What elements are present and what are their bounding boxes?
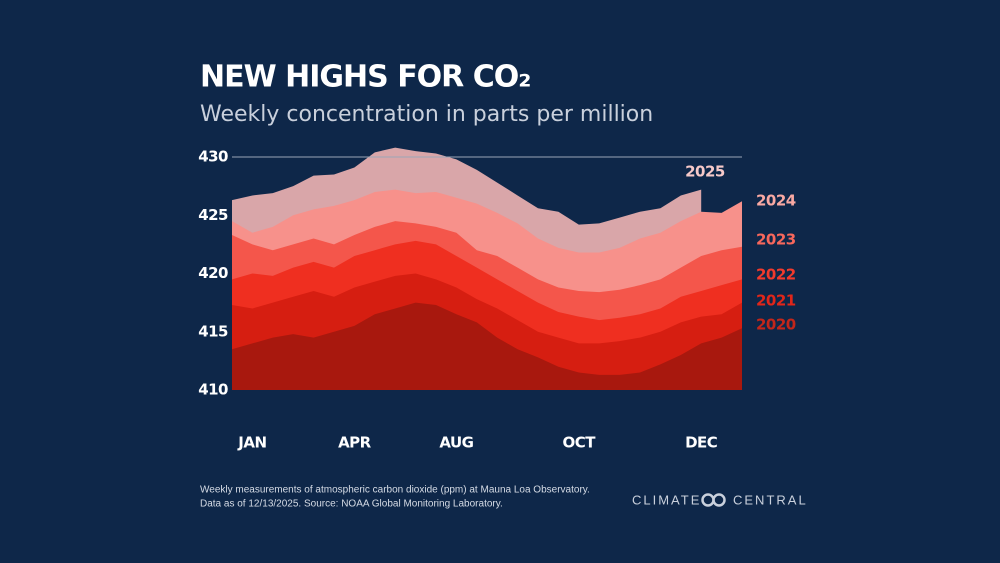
legend-label: 2023 [756, 231, 796, 249]
y-tick-label: 410 [198, 381, 228, 399]
legend-label: 2024 [756, 192, 796, 210]
footnote: Weekly measurements of atmospheric carbo… [200, 485, 590, 496]
logo-ring [712, 493, 726, 507]
y-tick-label: 415 [198, 322, 228, 340]
y-tick-label: 425 [198, 206, 228, 224]
y-tick-label: 430 [198, 148, 228, 166]
x-tick-label: APR [338, 434, 372, 452]
area [232, 302, 742, 390]
legend-label: 2022 [756, 266, 796, 284]
chart-subtitle: Weekly concentration in parts per millio… [200, 102, 653, 127]
brand-name: CENTRAL [733, 492, 808, 507]
legend-label: 2021 [756, 292, 796, 310]
legend-label: 2020 [756, 316, 796, 334]
brand-name: CLIMATE [632, 492, 701, 507]
legend-label: 2025 [685, 163, 725, 181]
x-tick-label: JAN [237, 434, 266, 452]
x-tick-label: DEC [685, 434, 718, 452]
y-tick-label: 420 [198, 264, 228, 282]
plot-area: 410 415 420 425 430 JAN APR AUG OCT DEC 2025 2024 20… [198, 148, 796, 452]
chart-title: NEW HIGHS FOR CO₂ [200, 60, 530, 95]
x-tick-label: OCT [563, 434, 597, 452]
footnote: Data as of 12/13/2025. Source: NOAA Glob… [200, 499, 503, 510]
x-tick-label: AUG [439, 434, 473, 452]
brand-logo [701, 493, 726, 507]
